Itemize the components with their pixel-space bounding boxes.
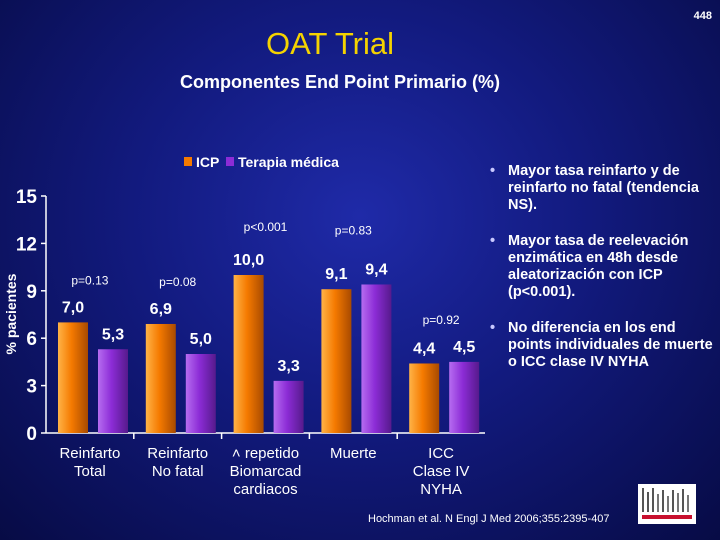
y-tick-label: 6 — [26, 329, 37, 350]
y-tick-label: 9 — [26, 282, 37, 303]
slide-title: OAT Trial — [265, 26, 395, 61]
bar-terapia-medica — [361, 284, 392, 433]
chart-axes: 0 3 6 9 12 15 % pacientes — [3, 187, 485, 445]
bar-value-label: 4,5 — [453, 339, 475, 356]
legend-label: Terapia médica — [238, 154, 339, 170]
p-value-label: p=0.83 — [335, 223, 372, 237]
x-category-label: Reinfarto — [147, 445, 208, 462]
bar-value-label: 10,0 — [233, 252, 264, 269]
bar-value-label: 3,3 — [277, 358, 299, 375]
x-category-label: Total — [74, 463, 106, 480]
bar-value-label: 5,0 — [190, 331, 212, 348]
bar-value-label: 5,3 — [102, 326, 124, 343]
bar-terapia-medica — [185, 354, 216, 433]
y-tick-label: 3 — [26, 377, 37, 398]
page-number: 448 — [693, 10, 712, 22]
bar-icp — [58, 322, 88, 433]
bar-terapia-medica — [273, 380, 304, 433]
x-category-label: Muerte — [330, 445, 377, 462]
x-category-label: ICC — [428, 445, 454, 462]
y-tick-label: 15 — [16, 187, 38, 208]
bar-value-label: 9,4 — [365, 261, 387, 278]
x-category-label: NYHA — [420, 481, 462, 498]
bar-value-label: 4,4 — [413, 340, 435, 357]
x-category-label: Clase IV — [413, 463, 470, 480]
y-tick-label: 12 — [16, 234, 37, 255]
legend-swatch — [226, 157, 234, 166]
chart-bars — [58, 275, 480, 433]
chart-legend: ICP Terapia médica — [184, 154, 339, 170]
legend-label: ICP — [196, 154, 219, 170]
y-tick-label: 0 — [26, 424, 37, 445]
slide-subtitle: Componentes End Point Primario (%) — [179, 72, 501, 92]
bullet-item: Mayor tasa de reelevación enzimática en … — [488, 233, 713, 301]
citation: Hochman et al. N Engl J Med 2006;355:239… — [368, 513, 610, 525]
x-category-label: Reinfarto — [59, 445, 120, 462]
y-axis-title: % pacientes — [3, 273, 19, 354]
p-value-label: p<0.001 — [244, 220, 288, 234]
bar-value-label: 7,0 — [62, 299, 84, 316]
journal-logo-icon — [638, 484, 696, 524]
bullet-list: Mayor tasa reinfarto y de reinfarto no f… — [488, 163, 713, 390]
p-value-label: p=0.13 — [71, 273, 108, 287]
bar-icp — [233, 275, 264, 433]
bar-terapia-medica — [449, 361, 480, 433]
x-category-label: ˄ repetido — [232, 445, 299, 462]
chart-labels: 7,0 6,9 10,0 9,1 4,4 5,3 5,0 3,3 9,4 4,5 p=0.13 p=0… — [59, 220, 475, 498]
x-category-label: cardiacos — [233, 481, 297, 498]
bar-value-label: 6,9 — [150, 301, 172, 318]
bar-icp — [409, 363, 440, 433]
x-category-label: No fatal — [152, 463, 204, 480]
bar-value-label: 9,1 — [325, 266, 347, 283]
bullet-item: Mayor tasa reinfarto y de reinfarto no f… — [488, 163, 713, 214]
x-category-label: Biomarcad — [230, 463, 302, 480]
bar-icp — [145, 323, 176, 433]
bar-icp — [321, 289, 352, 433]
bullet-item: No diferencia en los end points individu… — [488, 320, 713, 371]
p-value-label: p=0.08 — [159, 275, 196, 289]
p-value-label: p=0.92 — [423, 313, 460, 327]
bar-terapia-medica — [98, 349, 128, 433]
legend-swatch — [184, 157, 192, 166]
